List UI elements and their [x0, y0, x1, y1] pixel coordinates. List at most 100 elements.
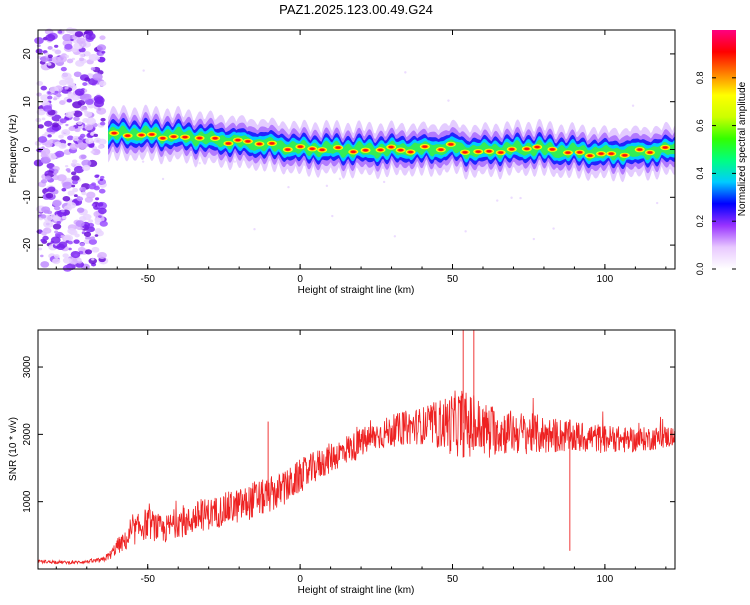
noise-blob — [79, 216, 87, 222]
noise-blob — [90, 150, 95, 154]
noise-speck — [393, 235, 397, 238]
noise-blob — [99, 121, 106, 126]
noise-blob — [64, 43, 73, 50]
noise-blob — [58, 134, 64, 139]
noise-blob — [47, 54, 53, 59]
noise-blob — [47, 91, 51, 94]
noise-blob — [94, 197, 100, 201]
noise-blob — [52, 199, 62, 207]
snr-x-ticks: -50 0 50 100 — [55, 330, 667, 585]
trace-hotspot — [212, 137, 218, 140]
noise-blob — [61, 187, 67, 192]
noise-blob — [74, 233, 80, 238]
noise-blob — [77, 141, 88, 150]
trace-hotspot — [335, 146, 341, 149]
noise-blob — [84, 249, 93, 255]
noise-blob — [37, 124, 44, 129]
noise-blob — [93, 133, 99, 137]
noise-speck — [631, 104, 635, 107]
noise-blob — [68, 247, 72, 251]
trace-band-4 — [108, 125, 676, 162]
noise-blob — [62, 257, 72, 264]
noise-blob — [96, 178, 100, 181]
noise-blob — [72, 101, 82, 109]
spec-y-tick-label: 0 — [22, 146, 33, 152]
trace-hotspot — [363, 149, 368, 152]
noise-blob — [95, 56, 100, 60]
noise-blob — [58, 241, 68, 249]
noise-blob — [46, 62, 56, 69]
noise-blob — [77, 246, 86, 253]
noise-blob — [36, 148, 42, 153]
trace-hotspot — [149, 133, 155, 136]
noise-blob — [46, 163, 55, 169]
snr-x-tick-label: 0 — [297, 574, 303, 585]
trace-hotspot — [319, 148, 325, 152]
noise-blob — [54, 141, 62, 147]
noise-blob — [38, 247, 43, 251]
noise-blob — [41, 100, 50, 107]
noise-blob — [51, 56, 61, 63]
noise-blob — [94, 228, 102, 234]
colorbar-tick-label: 0.0 — [695, 263, 705, 276]
snr-x-tick-label: -50 — [140, 574, 155, 585]
trace-hotspot — [111, 131, 117, 135]
noise-speck — [233, 160, 237, 163]
noise-blob — [56, 174, 67, 182]
noise-blob — [73, 194, 78, 198]
noise-blob — [85, 137, 94, 144]
noise-blob — [54, 90, 59, 94]
noise-blob — [64, 86, 69, 90]
noise-blob — [41, 146, 45, 149]
noise-blob — [77, 121, 83, 125]
noise-blob — [47, 46, 53, 50]
noise-blob — [45, 34, 56, 42]
noise-blob — [71, 159, 78, 164]
trace-hotspot — [524, 147, 530, 151]
noise-blob — [70, 82, 76, 87]
noise-blob — [69, 143, 79, 150]
noise-blob — [99, 220, 108, 227]
noise-blob — [40, 179, 48, 184]
snr-series-line — [38, 390, 675, 566]
noise-blob — [66, 58, 74, 64]
trace-hotspot — [637, 148, 643, 151]
noise-blob — [88, 219, 94, 223]
colorbar-tick-label: 0.8 — [695, 72, 705, 85]
noise-blob — [54, 230, 59, 234]
noise-blob — [42, 235, 49, 241]
trace-hotspot — [647, 151, 653, 154]
noise-blob — [64, 130, 68, 134]
noise-blob — [65, 111, 74, 118]
noise-blob — [50, 240, 55, 244]
figure-title: PAZ1.2025.123.00.49.G24 — [279, 2, 433, 17]
noise-blob — [65, 123, 69, 127]
noise-speck — [325, 184, 329, 188]
noise-speck — [253, 228, 256, 231]
spectrogram-x-label: Height of straight line (km) — [298, 285, 415, 296]
noise-blob — [67, 135, 74, 141]
noise-blob — [88, 143, 95, 148]
noise-blob — [75, 128, 79, 131]
noise-blob — [93, 185, 100, 191]
snr-y-tick-label: 1000 — [22, 490, 33, 513]
noise-blob — [52, 122, 59, 128]
noise-blob — [79, 93, 90, 101]
noise-blob — [82, 117, 89, 123]
noise-blob — [56, 221, 61, 225]
noise-blob — [61, 72, 72, 81]
noise-speck — [510, 196, 513, 199]
trace-hotspot — [438, 148, 444, 151]
snr-x-label: Height of straight line (km) — [298, 585, 415, 596]
noise-speck — [519, 196, 522, 200]
trace-hotspot — [378, 148, 383, 152]
spectrogram-noise-region — [33, 27, 659, 272]
noise-blob — [41, 231, 47, 236]
noise-speck — [161, 177, 165, 181]
noise-blob — [81, 191, 87, 196]
noise-blob — [85, 32, 96, 41]
noise-blob — [62, 264, 73, 272]
noise-blob — [34, 37, 44, 45]
colorbar-gradient — [712, 30, 736, 269]
noise-blob — [82, 164, 91, 171]
